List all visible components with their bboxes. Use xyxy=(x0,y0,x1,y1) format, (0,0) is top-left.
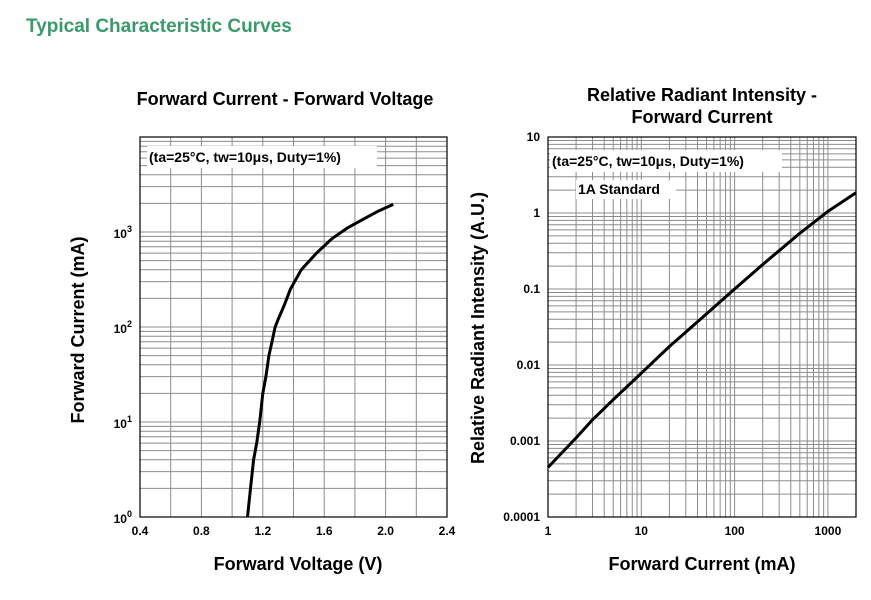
chart1-x-tick-label: 2.4 xyxy=(439,524,456,538)
chart2-y-axis-label: Relative Radiant Intensity (A.U.) xyxy=(468,192,488,464)
chart2-plot-frame xyxy=(547,136,857,518)
chart1-plot-frame xyxy=(139,136,448,518)
chart1-y-axis-label: Forward Current (mA) xyxy=(68,236,88,423)
chart2-y-tick-label: 0.001 xyxy=(510,434,540,448)
chart1-x-tick-label: 1.2 xyxy=(254,524,271,538)
chart2-grid xyxy=(548,137,856,517)
chart1-y-tick-label: 102 xyxy=(114,319,132,336)
chart1-x-ticks: 0.4 0.8 1.2 1.6 2.0 2.4 xyxy=(132,524,456,538)
chart2-x-tick-label: 1 xyxy=(545,524,552,538)
chart2-x-tick-label: 100 xyxy=(725,524,745,538)
chart1-grid xyxy=(140,137,447,517)
chart2-y-tick-label: 0.01 xyxy=(517,358,541,372)
chart1-annotation: (ta=25°C, tw=10μs, Duty=1%) xyxy=(149,149,341,165)
chart1-annotation-group: (ta=25°C, tw=10μs, Duty=1%) xyxy=(147,146,377,168)
chart2-title-line2: Forward Current xyxy=(631,107,772,127)
chart2-y-tick-label: 0.1 xyxy=(523,282,540,296)
chart2-annotation-standard: 1A Standard xyxy=(578,181,660,197)
chart1-x-tick-label: 0.8 xyxy=(193,524,210,538)
chart1-y-tick-label: 100 xyxy=(114,509,132,526)
chart1-title: Forward Current - Forward Voltage xyxy=(137,89,434,109)
chart1-y-tick-label: 103 xyxy=(114,224,132,241)
chart1-x-tick-label: 2.0 xyxy=(377,524,394,538)
chart1-x-tick-label: 1.6 xyxy=(316,524,333,538)
chart2-annotation-bg xyxy=(550,150,782,172)
forward-current-voltage-chart: Forward Current - Forward Voltage (ta=25… xyxy=(68,89,456,574)
chart2-y-tick-label: 1 xyxy=(533,206,540,220)
chart2-title-line1: Relative Radiant Intensity - xyxy=(587,85,817,105)
chart2-y-tick-label: 10 xyxy=(527,130,541,144)
page-section-title: Typical Characteristic Curves xyxy=(26,16,292,37)
chart2-y-tick-label: 0.0001 xyxy=(503,510,540,524)
chart2-x-tick-label: 10 xyxy=(635,524,649,538)
chart2-annotation: (ta=25°C, tw=10μs, Duty=1%) xyxy=(552,153,744,169)
chart2-x-tick-label: 1000 xyxy=(815,524,842,538)
chart1-series-line xyxy=(246,203,394,518)
chart2-x-ticks: 1 10 100 1000 xyxy=(545,524,842,538)
chart2-y-ticks: 0.0001 0.001 0.01 0.1 1 10 xyxy=(503,130,540,524)
chart1-x-axis-label: Forward Voltage (V) xyxy=(214,554,383,574)
chart2-series-line xyxy=(546,191,857,469)
chart2-annotation2-bg xyxy=(576,180,676,199)
radiant-intensity-current-chart: Relative Radiant Intensity - Forward Cur… xyxy=(468,85,857,574)
chart1-y-tick-label: 101 xyxy=(114,414,132,431)
chart1-x-tick-label: 0.4 xyxy=(132,524,149,538)
chart2-x-axis-label: Forward Current (mA) xyxy=(608,554,795,574)
chart1-y-ticks: 100 101 102 103 xyxy=(114,224,132,526)
chart2-annotation-group: (ta=25°C, tw=10μs, Duty=1%) 1A Standard xyxy=(550,150,782,199)
chart1-annotation-bg xyxy=(147,146,377,168)
